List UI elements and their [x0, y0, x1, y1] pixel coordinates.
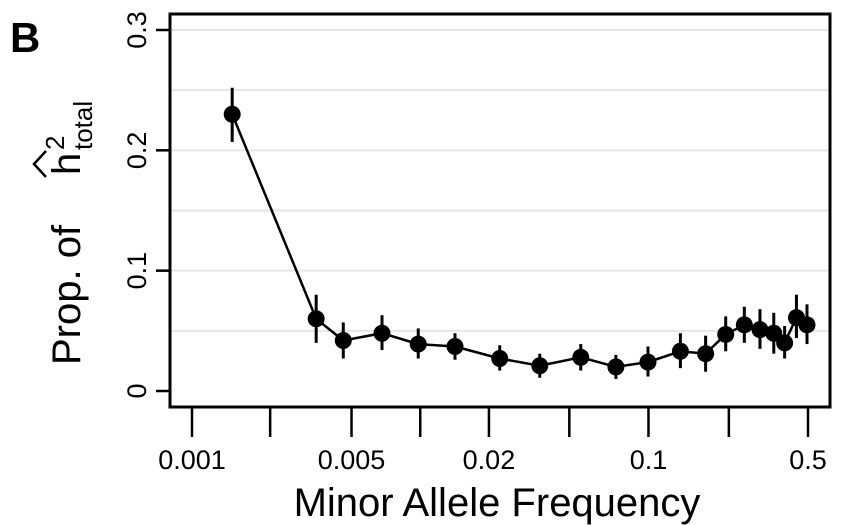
y-axis-title-subscript: total [68, 101, 98, 150]
y-tick-label-3: 0.3 [122, 11, 152, 49]
data-point-6 [491, 350, 509, 368]
data-point-2 [334, 331, 352, 349]
plot-frame [168, 12, 832, 409]
data-point-4 [409, 335, 427, 353]
data-point-16 [765, 324, 783, 342]
y-tick-label-2: 0.2 [122, 132, 152, 170]
data-point-3 [373, 324, 391, 342]
data-point-17 [776, 334, 794, 352]
panel-label: B [10, 14, 40, 61]
gridlines [170, 29, 830, 332]
x-tick-label-6: 0.1 [630, 445, 668, 475]
x-tick-label-0: 0.001 [158, 445, 226, 475]
x-axis: 0.001 0.005 0.02 0.1 0.5 [158, 407, 827, 475]
data-point-8 [572, 348, 590, 366]
y-axis-title: Prop. of h 2 total [32, 101, 98, 365]
y-axis-title-prefix: Prop. of [45, 224, 89, 365]
y-tick-label-0: 0 [122, 383, 152, 398]
data-point-7 [531, 357, 549, 375]
x-tick-label-4: 0.02 [463, 445, 516, 475]
data-point-19 [798, 316, 816, 334]
data-point-12 [697, 345, 715, 363]
data-point-14 [735, 316, 753, 334]
data-point-11 [671, 342, 689, 360]
y-tick-label-1: 0.1 [122, 252, 152, 290]
y-axis: 0 0.1 0.2 0.3 [122, 11, 170, 399]
data-point-15 [751, 321, 769, 339]
data-point-0 [223, 105, 241, 123]
data-point-13 [717, 325, 735, 343]
data-point-1 [307, 310, 325, 328]
y-axis-title-superscript: 2 [40, 136, 70, 150]
y-axis-title-symbol: h [45, 153, 89, 175]
data-point-5 [446, 337, 464, 355]
y-axis-title-hat [32, 150, 47, 178]
data-point-10 [639, 353, 657, 371]
x-axis-title: Minor Allele Frequency [294, 481, 701, 525]
data-series [223, 87, 816, 379]
x-tick-label-2: 0.005 [318, 445, 386, 475]
data-point-9 [607, 358, 625, 376]
x-tick-label-8: 0.5 [789, 445, 827, 475]
